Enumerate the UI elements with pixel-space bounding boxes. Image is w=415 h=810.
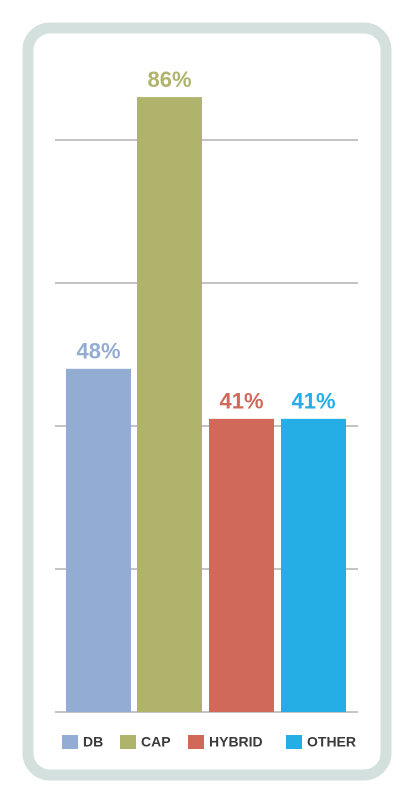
legend-label: CAP (141, 734, 171, 750)
value-label: 41% (291, 389, 335, 414)
legend-swatch (286, 735, 302, 749)
value-label: 48% (76, 339, 120, 364)
value-label: 86% (147, 67, 191, 92)
bar (209, 418, 274, 712)
legend-swatch (120, 735, 136, 749)
legend-label: DB (83, 734, 103, 750)
legend-label: OTHER (307, 734, 356, 750)
legend-swatch (62, 735, 78, 749)
legend-label: HYBRID (209, 734, 263, 750)
legend-swatch (188, 735, 204, 749)
bar (281, 418, 346, 712)
bar (137, 97, 202, 713)
bar (66, 368, 131, 712)
value-label: 41% (219, 389, 263, 414)
